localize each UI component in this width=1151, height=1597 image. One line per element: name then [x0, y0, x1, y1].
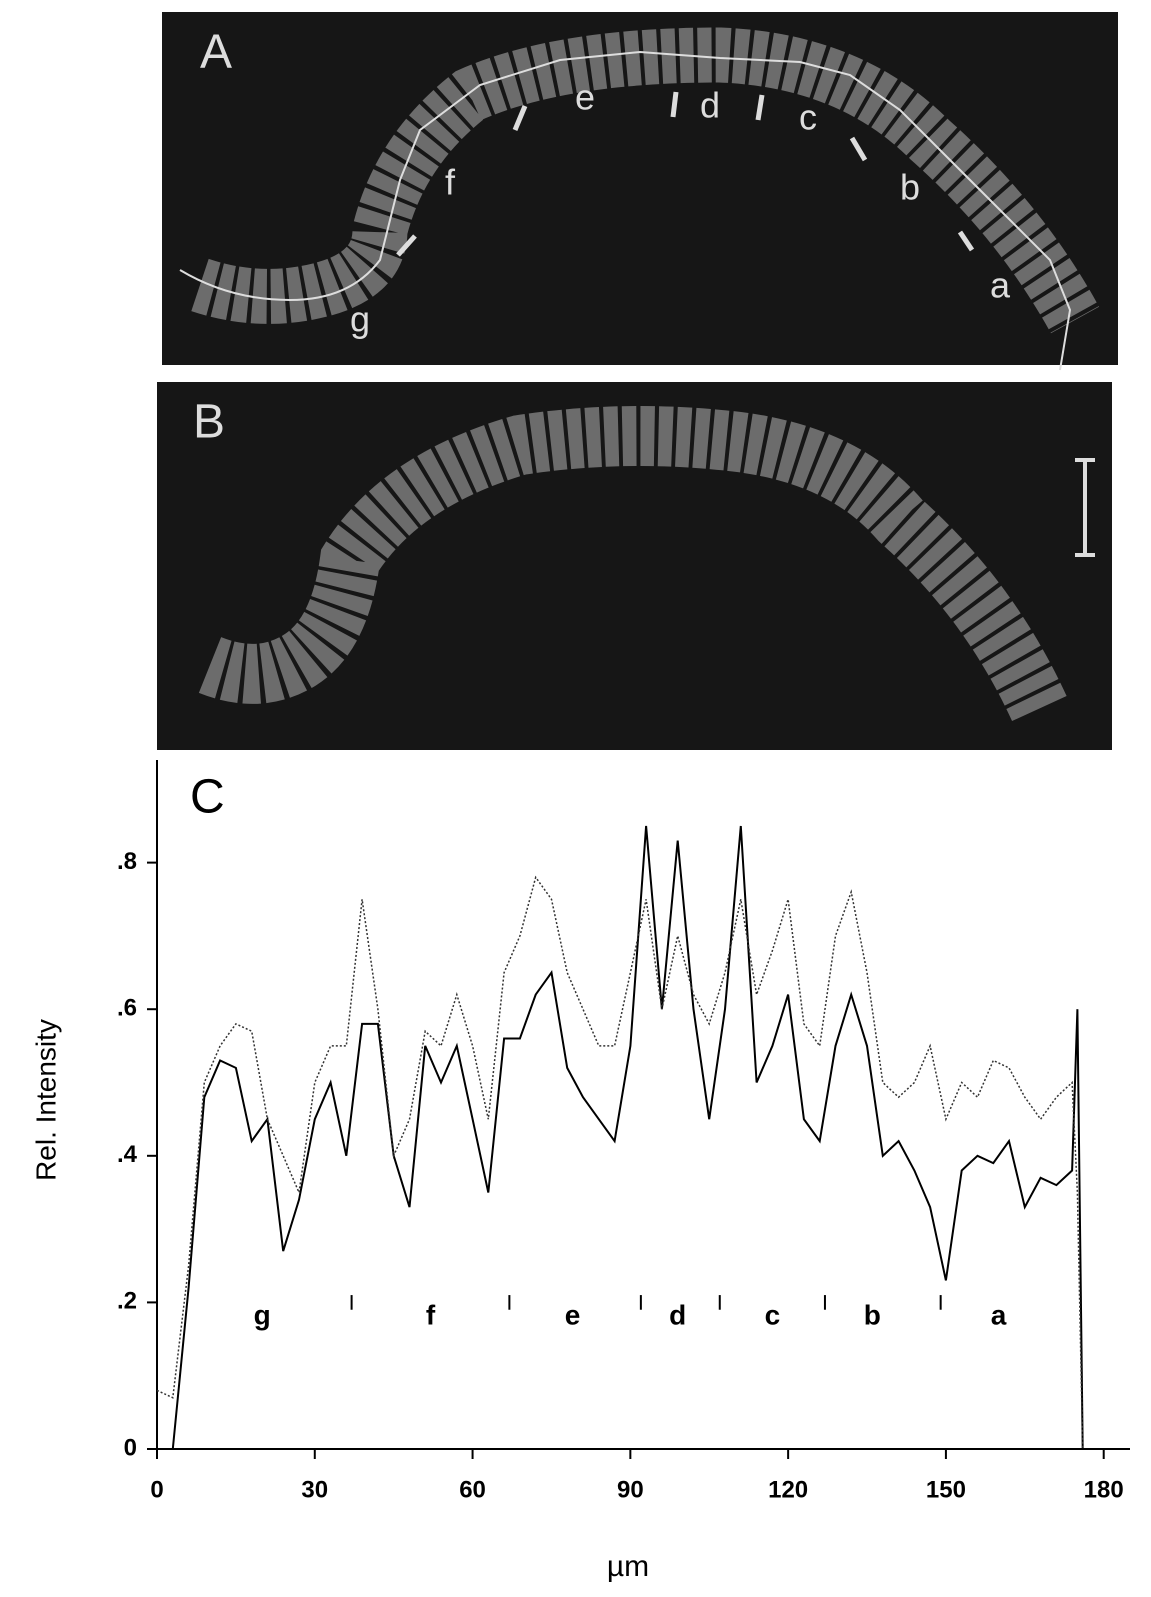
panel-label: A [200, 26, 232, 79]
x-tick-label: 150 [926, 1476, 966, 1503]
y-tick-label: 0 [124, 1434, 137, 1461]
x-tick-label: 90 [617, 1476, 644, 1503]
panel-label: C [190, 771, 225, 824]
segment-label: f [445, 162, 456, 203]
scale-bar [1075, 458, 1095, 557]
segment-label: c [799, 97, 817, 138]
x-tick-label: 60 [459, 1476, 486, 1503]
segment-label: b [864, 1299, 881, 1330]
y-tick-label: .2 [117, 1288, 137, 1315]
segment-label: d [700, 85, 720, 126]
segment-label: a [990, 265, 1011, 306]
intensity-line [156, 875, 1084, 1450]
x-tick-label: 180 [1084, 1476, 1124, 1503]
x-tick-label: 0 [150, 1476, 163, 1503]
intensity-line [157, 825, 1084, 1450]
segment-label: a [991, 1299, 1007, 1330]
segment-label: f [426, 1299, 436, 1330]
segment-label: c [765, 1299, 781, 1330]
y-tick-label: .6 [117, 995, 137, 1022]
trace [179, 50, 1072, 371]
x-tick-label: 30 [301, 1476, 328, 1503]
y-axis-label: Rel. Intensity [30, 1019, 61, 1181]
x-tick-label: 120 [768, 1476, 808, 1503]
x-axis-label: µm [607, 1550, 649, 1583]
segment-separators [396, 91, 975, 257]
y-tick-label: .4 [117, 1141, 138, 1168]
segment-label: g [254, 1299, 271, 1330]
panel-label: B [193, 396, 225, 449]
segment-label: e [575, 77, 595, 118]
segment-label: b [900, 167, 920, 208]
segment-label: e [565, 1299, 581, 1330]
chromosome [198, 406, 1068, 723]
segment-label: g [350, 299, 370, 340]
segment-label: d [669, 1299, 686, 1330]
chromosome [191, 27, 1100, 334]
y-tick-label: .8 [117, 848, 137, 875]
